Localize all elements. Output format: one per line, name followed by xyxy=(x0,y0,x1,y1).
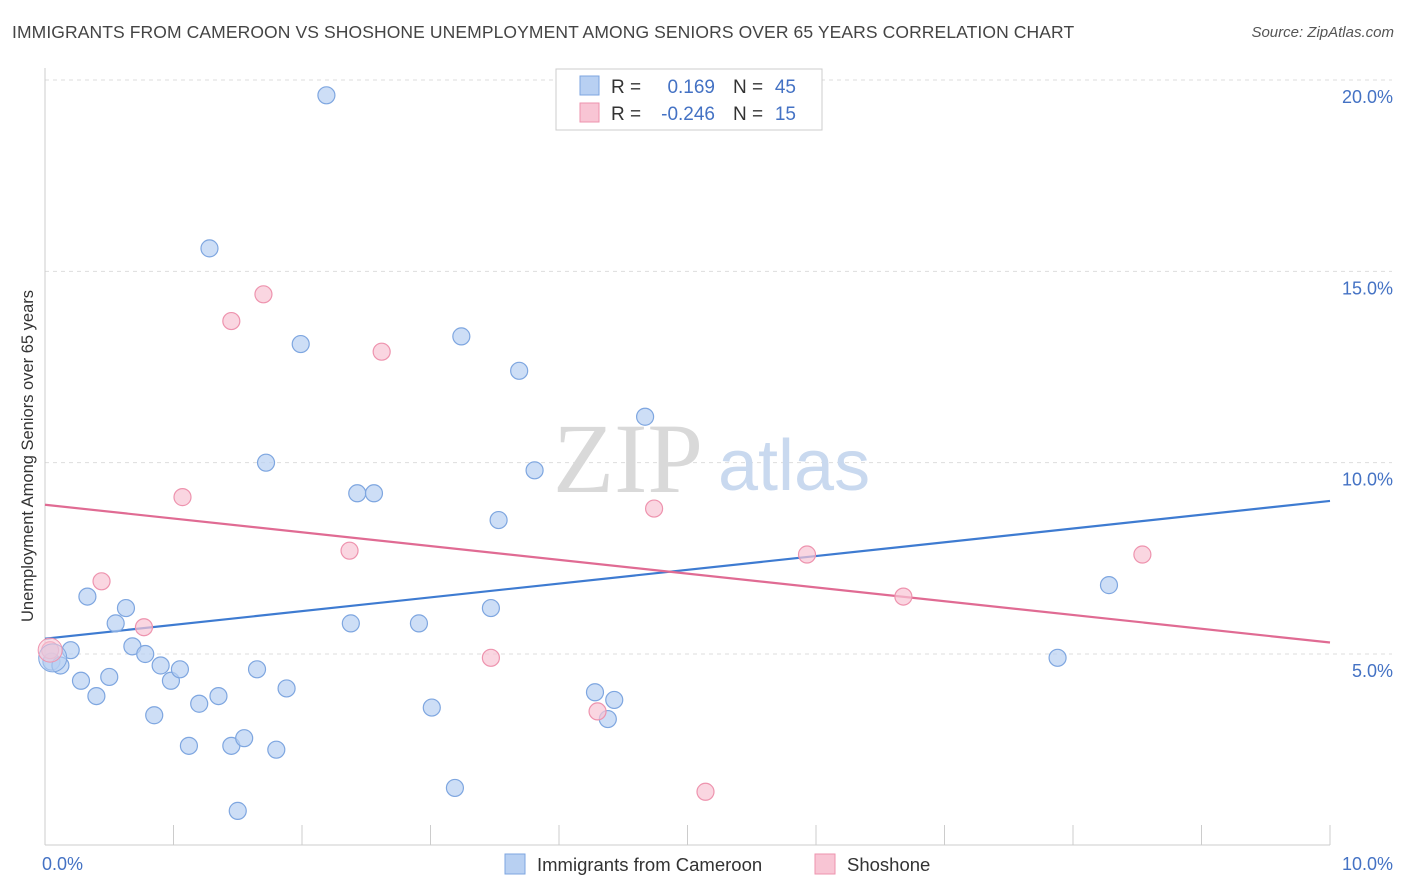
bottom-legend-label-cameroon: Immigrants from Cameroon xyxy=(537,854,762,875)
point-shoshone xyxy=(894,587,913,606)
point-shoshone xyxy=(134,618,154,637)
point-cameroon xyxy=(267,740,286,759)
point-shoshone xyxy=(254,285,273,304)
point-cameroon xyxy=(116,598,136,618)
legend-r-value: -0.246 xyxy=(661,104,715,125)
bottom-legend-label-shoshone: Shoshone xyxy=(847,854,930,875)
x-tick-label: 0.0% xyxy=(42,854,83,874)
bottom-legend-swatch-cameroon xyxy=(504,853,526,875)
point-cameroon xyxy=(341,614,360,633)
point-shoshone xyxy=(588,702,607,721)
trend-line-cameroon xyxy=(44,499,1331,640)
point-shoshone xyxy=(222,311,241,331)
point-cameroon xyxy=(235,729,254,748)
point-cameroon xyxy=(409,614,429,633)
trend-line-shoshone xyxy=(44,503,1331,644)
legend-r-value: 0.169 xyxy=(667,77,715,98)
point-shoshone xyxy=(481,648,500,667)
trend-lines xyxy=(44,499,1331,644)
point-cameroon xyxy=(422,698,441,717)
point-cameroon xyxy=(452,327,471,346)
point-cameroon xyxy=(585,683,605,702)
gridlines xyxy=(45,79,1392,655)
legend-box xyxy=(555,68,823,131)
y-tick-label: 10.0% xyxy=(1342,470,1393,490)
point-cameroon xyxy=(481,598,500,618)
point-cameroon xyxy=(445,778,465,798)
point-shoshone xyxy=(1133,545,1152,564)
legend-swatch-blue xyxy=(579,75,600,96)
point-shoshone xyxy=(696,782,715,801)
y-axis-label: Unemployment Among Seniors over 65 years xyxy=(19,290,37,622)
point-cameroon xyxy=(605,690,624,710)
point-shoshone xyxy=(173,488,192,507)
y-tick-label: 5.0% xyxy=(1352,661,1393,681)
point-shoshone xyxy=(92,572,111,591)
point-cameroon xyxy=(364,484,384,503)
chart-title: IMMIGRANTS FROM CAMEROON VS SHOSHONE UNE… xyxy=(12,22,1075,42)
point-shoshone-cluster xyxy=(37,637,63,663)
legend-r-label: R = xyxy=(611,104,641,125)
watermark-zip: ZIP xyxy=(553,403,703,514)
point-cameroon xyxy=(291,334,310,354)
point-cameroon xyxy=(525,461,544,480)
point-cameroon xyxy=(228,801,247,820)
axes xyxy=(44,68,1331,846)
legend: R = 0.169 N = 45 R = -0.246 N = 15 xyxy=(555,68,823,131)
point-cameroon xyxy=(100,667,119,687)
point-cameroon xyxy=(510,361,529,380)
point-cameroon xyxy=(170,660,190,679)
point-cameroon xyxy=(78,587,97,606)
y-tick-labels: 5.0% 10.0% 15.0% 20.0% xyxy=(1342,87,1393,681)
point-cameroon xyxy=(136,644,155,664)
data-points xyxy=(37,86,1152,820)
point-cameroon xyxy=(200,239,219,258)
point-cameroon xyxy=(635,407,655,426)
bottom-legend-swatch-shoshone xyxy=(814,853,836,875)
point-cameroon xyxy=(1099,576,1119,595)
point-cameroon xyxy=(190,694,209,713)
point-cameroon xyxy=(348,484,367,503)
point-cameroon xyxy=(247,660,267,679)
point-shoshone xyxy=(340,541,359,560)
watermark: ZIP atlas xyxy=(553,403,870,514)
point-cameroon xyxy=(87,686,106,706)
point-shoshone xyxy=(372,342,391,361)
legend-n-label: N = xyxy=(733,104,763,125)
legend-n-label: N = xyxy=(733,77,763,98)
point-cameroon xyxy=(317,86,336,105)
source-label: Source: ZipAtlas.com xyxy=(1251,24,1394,41)
bottom-legend: Immigrants from Cameroon Shoshone xyxy=(504,853,930,875)
legend-swatch-pink xyxy=(579,102,600,123)
y-tick-label: 15.0% xyxy=(1342,278,1393,298)
point-shoshone xyxy=(644,499,664,518)
point-cameroon xyxy=(179,736,199,755)
point-shoshone xyxy=(797,545,817,564)
point-cameroon xyxy=(151,656,170,675)
y-tick-label: 20.0% xyxy=(1342,87,1393,107)
legend-r-label: R = xyxy=(611,77,641,98)
point-cameroon xyxy=(489,510,508,530)
point-cameroon xyxy=(145,706,164,725)
point-cameroon xyxy=(71,671,91,690)
watermark-atlas: atlas xyxy=(718,426,870,506)
point-cameroon xyxy=(277,679,296,698)
legend-n-value: 15 xyxy=(775,104,796,125)
point-cameroon xyxy=(106,614,125,633)
x-tick-label: 10.0% xyxy=(1342,854,1393,874)
point-cameroon xyxy=(1048,648,1067,667)
x-tick-labels: 0.0% 10.0% xyxy=(42,854,1393,874)
legend-n-value: 45 xyxy=(775,77,796,98)
point-cameroon xyxy=(209,686,228,706)
point-cameroon xyxy=(256,453,276,472)
